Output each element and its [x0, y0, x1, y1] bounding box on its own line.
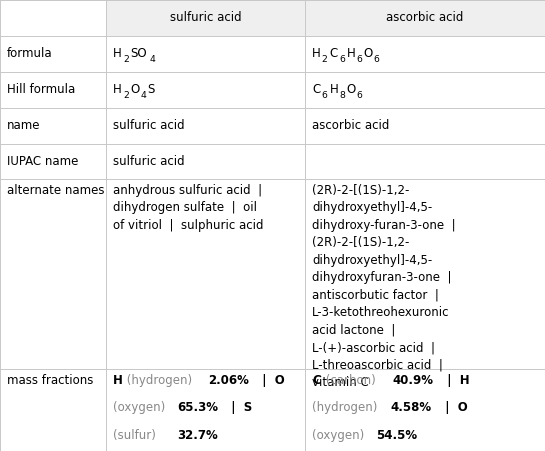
Text: 4: 4 — [150, 55, 155, 64]
Bar — [305, 0, 545, 36]
Text: formula: formula — [7, 47, 53, 60]
Text: SO: SO — [131, 47, 147, 60]
Text: 6: 6 — [322, 91, 328, 100]
Text: 8: 8 — [339, 91, 345, 100]
Text: (2R)-2-[(1S)-1,2-
dihydroxyethyl]-4,5-
dihydroxy-furan-3-one  |
(2R)-2-[(1S)-1,2: (2R)-2-[(1S)-1,2- dihydroxyethyl]-4,5- d… — [312, 184, 456, 389]
Text: (oxygen): (oxygen) — [113, 401, 169, 414]
Text: ascorbic acid: ascorbic acid — [386, 11, 464, 24]
Text: |  O: | O — [254, 373, 284, 387]
Text: C: C — [312, 83, 320, 96]
Text: (oxygen): (oxygen) — [312, 429, 368, 442]
Text: S: S — [148, 83, 155, 96]
Text: Hill formula: Hill formula — [7, 83, 75, 96]
Text: |  S: | S — [223, 401, 253, 414]
Text: 2.06%: 2.06% — [208, 373, 249, 387]
Text: 65.3%: 65.3% — [177, 401, 218, 414]
Text: 2: 2 — [322, 55, 328, 64]
Text: 2: 2 — [123, 91, 129, 100]
Text: 6: 6 — [356, 55, 362, 64]
Text: anhydrous sulfuric acid  |
dihydrogen sulfate  |  oil
of vitriol  |  sulphuric a: anhydrous sulfuric acid | dihydrogen sul… — [113, 184, 264, 232]
Text: O: O — [131, 83, 140, 96]
Text: 6: 6 — [356, 91, 362, 100]
Text: |  H: | H — [439, 373, 469, 387]
Text: sulfuric acid: sulfuric acid — [113, 155, 185, 168]
Text: sulfuric acid: sulfuric acid — [113, 119, 185, 132]
Text: 4: 4 — [140, 91, 146, 100]
Text: C: C — [330, 47, 338, 60]
Text: H: H — [330, 83, 338, 96]
Text: 40.9%: 40.9% — [392, 373, 433, 387]
Text: 4.58%: 4.58% — [390, 401, 431, 414]
Text: H: H — [113, 373, 123, 387]
Text: ascorbic acid: ascorbic acid — [312, 119, 390, 132]
Text: sulfuric acid: sulfuric acid — [170, 11, 241, 24]
Text: (hydrogen): (hydrogen) — [312, 401, 382, 414]
Text: 6: 6 — [373, 55, 379, 64]
Text: name: name — [7, 119, 40, 132]
Text: IUPAC name: IUPAC name — [7, 155, 78, 168]
Text: H: H — [113, 47, 122, 60]
Text: O: O — [347, 83, 356, 96]
Text: H: H — [113, 83, 122, 96]
Text: H: H — [312, 47, 321, 60]
Text: O: O — [364, 47, 373, 60]
Text: (sulfur): (sulfur) — [113, 429, 160, 442]
Text: alternate names: alternate names — [7, 184, 105, 197]
Bar — [106, 0, 305, 36]
Text: 6: 6 — [339, 55, 345, 64]
Text: 32.7%: 32.7% — [177, 429, 218, 442]
Text: (carbon): (carbon) — [322, 373, 379, 387]
Text: C: C — [312, 373, 321, 387]
Text: |  O: | O — [437, 401, 467, 414]
Text: 2: 2 — [123, 55, 129, 64]
Text: H: H — [347, 47, 355, 60]
Text: (hydrogen): (hydrogen) — [123, 373, 196, 387]
Text: mass fractions: mass fractions — [7, 373, 93, 387]
Text: 54.5%: 54.5% — [376, 429, 417, 442]
